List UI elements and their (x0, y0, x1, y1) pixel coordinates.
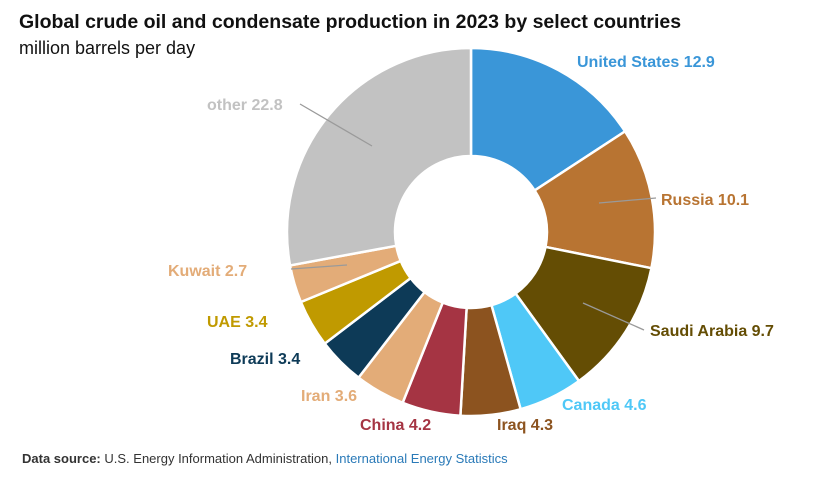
data-source-label: Data source: (22, 451, 101, 466)
label-russia: Russia 10.1 (661, 192, 749, 209)
label-iraq: Iraq 4.3 (497, 417, 553, 434)
slice-saudi-arabia (513, 245, 653, 383)
leader-line-russia (598, 197, 657, 204)
data-source-footer: Data source: U.S. Energy Information Adm… (22, 451, 508, 466)
leader-line-saudi-arabia (582, 302, 645, 331)
label-kuwait: Kuwait 2.7 (168, 263, 247, 280)
label-iran: Iran 3.6 (301, 388, 357, 405)
data-source-text: U.S. Energy Information Administration, (104, 451, 332, 466)
label-uae: UAE 3.4 (207, 314, 268, 331)
label-china: China 4.2 (360, 417, 431, 434)
leader-line-other (299, 103, 373, 147)
label-brazil: Brazil 3.4 (230, 351, 300, 368)
slice-united-states (469, 46, 627, 193)
label-saudi-arabia: Saudi Arabia 9.7 (650, 323, 774, 340)
chart-title: Global crude oil and condensate producti… (19, 11, 682, 33)
label-other: other 22.8 (207, 97, 283, 114)
leader-line-kuwait (290, 264, 348, 270)
chart-subtitle: million barrels per day (19, 38, 196, 58)
label-canada: Canada 4.6 (562, 397, 647, 414)
data-source-link[interactable]: International Energy Statistics (335, 451, 508, 466)
label-united-states: United States 12.9 (577, 54, 715, 71)
slice-other (285, 46, 473, 267)
